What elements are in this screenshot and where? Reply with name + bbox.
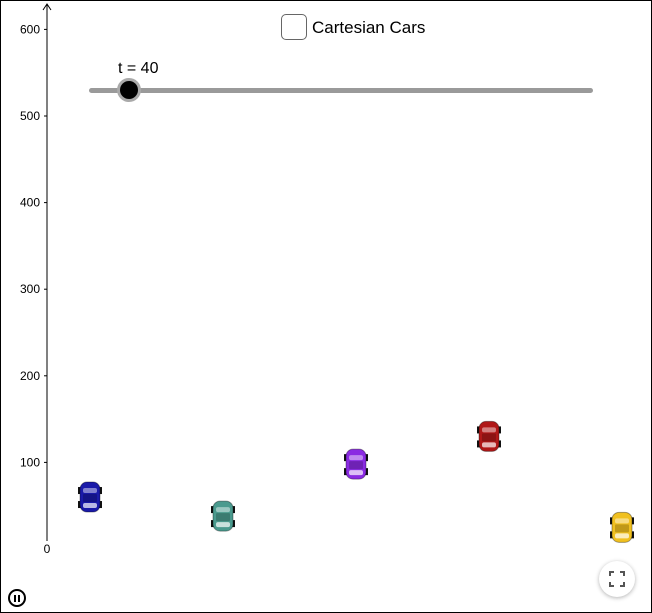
- title-checkbox[interactable]: [281, 14, 307, 40]
- pause-button[interactable]: [8, 589, 26, 607]
- y-tick-label: 600: [20, 22, 40, 36]
- y-tick-label: 500: [20, 109, 40, 123]
- red-car[interactable]: [477, 420, 501, 452]
- blue-car[interactable]: [78, 481, 102, 513]
- purple-car[interactable]: [344, 448, 368, 480]
- fullscreen-button[interactable]: [599, 561, 635, 597]
- y-tick-label: 200: [20, 369, 40, 383]
- origin-label: 0: [44, 542, 51, 556]
- t-slider-track[interactable]: [89, 88, 593, 93]
- teal-car[interactable]: [211, 500, 235, 532]
- y-tick-label: 400: [20, 196, 40, 210]
- t-slider-thumb[interactable]: [120, 81, 138, 99]
- slider-label: t = 40: [118, 60, 159, 77]
- fullscreen-icon: [609, 571, 625, 587]
- y-axis-arrow: [42, 3, 52, 11]
- applet-title: Cartesian Cars: [312, 18, 426, 37]
- pause-icon: [13, 594, 21, 602]
- y-tick-label: 300: [20, 282, 40, 296]
- yellow-car[interactable]: [610, 511, 634, 543]
- y-tick-label: 100: [20, 455, 40, 469]
